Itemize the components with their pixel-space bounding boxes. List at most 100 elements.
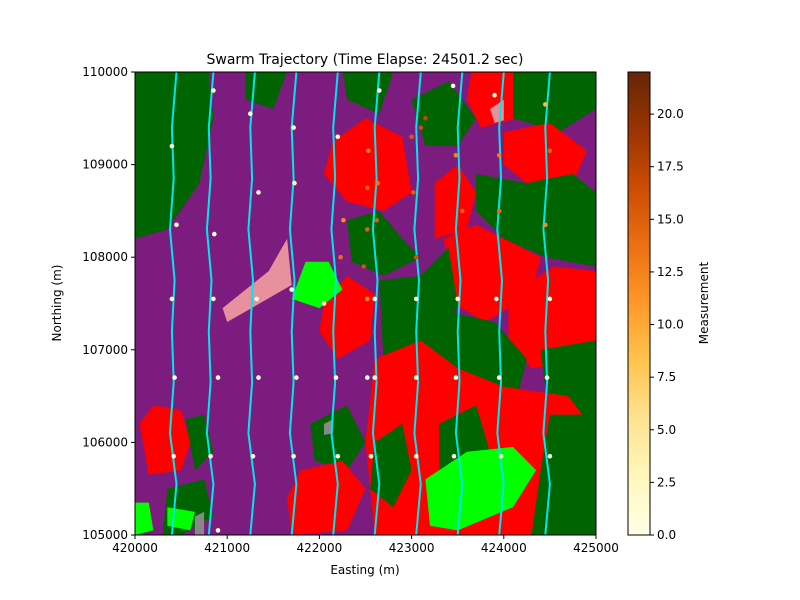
- measurement-point: [544, 375, 550, 380]
- colorbar-tick-label: 10.0: [657, 318, 684, 332]
- map-region-dark-green: [135, 72, 214, 239]
- measurement-point: [453, 375, 459, 380]
- measurement-point: [547, 296, 553, 302]
- measurement-points: [169, 83, 553, 533]
- measurement-point: [450, 83, 456, 89]
- trajectory-lines: [168, 72, 551, 535]
- map-region-bright-green: [291, 261, 343, 309]
- measurement-point: [375, 180, 380, 186]
- measurement-point: [372, 296, 378, 302]
- measurement-point: [172, 375, 177, 380]
- x-tick-label: 421000: [204, 541, 250, 555]
- colorbar-ticks: 0.0 2.5 5.0 7.5 10.0 12.5 15.0 17.5 20.0: [650, 107, 684, 542]
- map-region-bright-green: [425, 447, 537, 531]
- x-tick-label: 420000: [112, 541, 158, 555]
- measurement-point: [171, 454, 176, 459]
- plot-area: [134, 71, 597, 536]
- measurement-point: [211, 88, 216, 93]
- measurement-point: [291, 125, 296, 130]
- trajectory-line: [247, 72, 256, 535]
- map-region-dark-green: [245, 72, 288, 109]
- colorbar-tick-label: 2.5: [657, 475, 676, 489]
- x-tick-label: 423000: [389, 541, 435, 555]
- trajectory-line: [496, 72, 505, 535]
- measurement-point: [496, 375, 502, 380]
- y-tick-label: 110000: [82, 65, 128, 79]
- measurement-point: [248, 111, 253, 116]
- measurement-point: [294, 375, 299, 380]
- measurement-point: [212, 231, 217, 237]
- measurement-point: [365, 227, 370, 232]
- measurement-point: [174, 222, 179, 228]
- measurement-point: [215, 528, 221, 533]
- measurement-point: [498, 454, 504, 459]
- colorbar-tick-label: 17.5: [657, 160, 684, 174]
- measurement-point: [215, 375, 221, 380]
- map-region-dark-green: [347, 210, 421, 276]
- x-axis-label: Easting (m): [330, 563, 399, 577]
- map-region-pink: [222, 238, 292, 322]
- measurement-point: [208, 454, 213, 459]
- measurement-point: [366, 148, 371, 153]
- map-region-red: [434, 164, 477, 239]
- measurement-point: [494, 296, 499, 302]
- y-axis: 105000 106000 107000 108000 109000 110000: [82, 65, 135, 542]
- chart-title: Swarm Trajectory (Time Elapse: 24501.2 s…: [207, 52, 524, 68]
- map-region-red: [139, 405, 191, 475]
- y-tick-label: 106000: [82, 435, 128, 449]
- measurement-point: [411, 190, 416, 195]
- trajectory-line: [205, 72, 215, 535]
- map-region-dark-green: [342, 72, 394, 114]
- y-tick-label: 109000: [82, 158, 128, 172]
- measurement-point: [338, 254, 343, 260]
- land-cover-map: [135, 72, 596, 535]
- measurement-point: [451, 454, 457, 459]
- measurement-point: [250, 454, 256, 459]
- measurement-point: [547, 454, 553, 459]
- measurement-point: [413, 454, 419, 459]
- map-region-dark-green: [513, 72, 596, 133]
- colorbar-tick-label: 15.0: [657, 212, 684, 226]
- measurement-point: [291, 454, 296, 459]
- measurement-point: [455, 296, 461, 302]
- trajectory-line: [542, 72, 551, 535]
- y-tick-label: 105000: [82, 528, 128, 542]
- y-tick-label: 108000: [82, 250, 128, 264]
- measurement-point: [418, 125, 424, 130]
- measurement-point: [374, 217, 379, 223]
- trajectory-line: [371, 72, 381, 535]
- measurement-point: [423, 116, 428, 121]
- measurement-point: [292, 180, 297, 186]
- measurement-point: [365, 375, 370, 380]
- map-region-red: [324, 118, 412, 211]
- trajectory-line: [288, 72, 298, 535]
- measurement-point: [321, 301, 327, 306]
- measurement-point: [543, 102, 548, 107]
- trajectory-line: [454, 72, 464, 535]
- measurement-point: [413, 254, 419, 260]
- measurement-point: [169, 143, 175, 149]
- measurement-point: [368, 454, 374, 459]
- measurement-point: [413, 296, 419, 302]
- map-region-dark-green: [310, 405, 366, 471]
- measurement-point: [361, 264, 367, 269]
- measurement-point: [372, 375, 378, 380]
- plot-frame: [134, 71, 597, 536]
- measurement-point: [365, 296, 370, 302]
- colorbar-tick-label: 20.0: [657, 107, 684, 121]
- measurement-point: [453, 153, 459, 158]
- measurement-point: [365, 185, 370, 191]
- measurement-point: [256, 375, 261, 380]
- measurement-point: [413, 375, 419, 380]
- measurement-point: [492, 92, 497, 98]
- colorbar-tick-label: 7.5: [657, 370, 676, 384]
- trajectory-line: [168, 72, 178, 535]
- measurement-point: [341, 217, 346, 223]
- map-region-red: [466, 72, 523, 128]
- measurement-point: [496, 153, 502, 158]
- measurement-point: [289, 287, 295, 292]
- measurement-point: [254, 296, 259, 302]
- y-axis-label: Northing (m): [50, 265, 64, 342]
- map-region-gray: [194, 511, 205, 535]
- measurement-point: [496, 208, 502, 214]
